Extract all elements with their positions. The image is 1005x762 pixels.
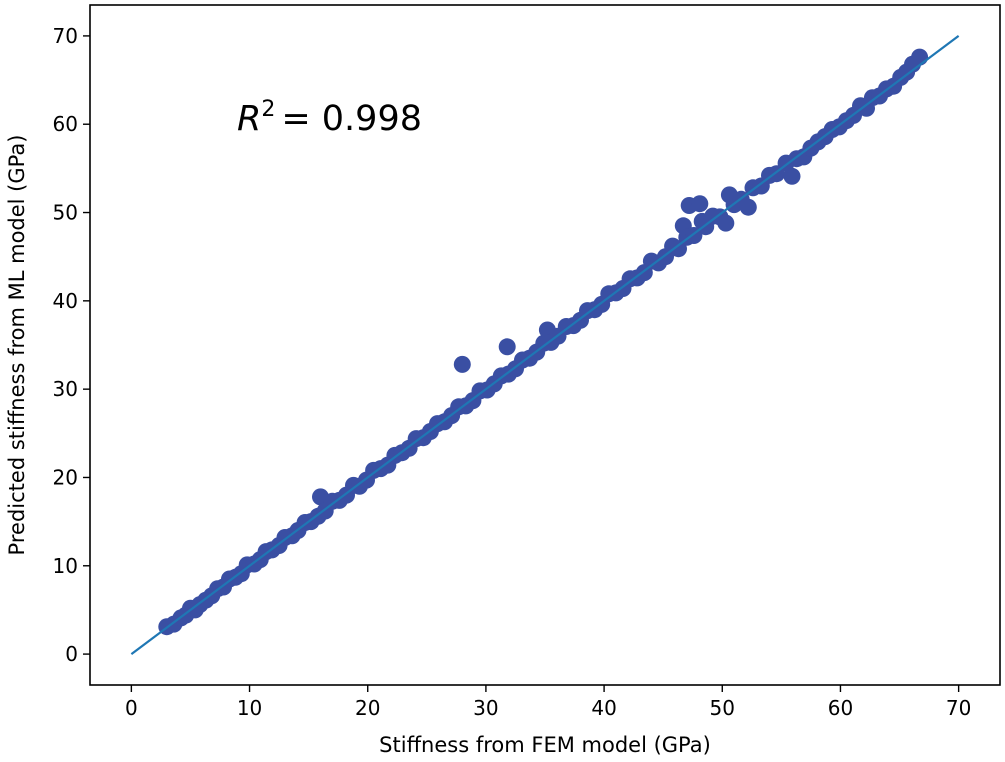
r-symbol: R xyxy=(237,99,261,139)
y-tick-label: 0 xyxy=(65,642,78,666)
reference-line-layer xyxy=(130,35,960,655)
x-tick-label: 50 xyxy=(710,696,735,720)
x-tick-label: 20 xyxy=(355,696,380,720)
x-tick-label: 10 xyxy=(237,696,262,720)
x-axis-label: Stiffness from FEM model (GPa) xyxy=(379,733,711,757)
x-tick-label: 40 xyxy=(591,696,616,720)
x-tick-label: 60 xyxy=(828,696,853,720)
x-tick-label: 0 xyxy=(125,696,138,720)
data-point xyxy=(717,214,735,232)
r-squared-exponent: 2 xyxy=(261,97,275,122)
r-squared-annotation: R2 = 0.998 xyxy=(237,97,422,139)
y-tick-label: 20 xyxy=(53,465,78,489)
plot-frame xyxy=(89,4,1001,686)
y-tick-label: 40 xyxy=(53,289,78,313)
y-tick-label: 10 xyxy=(53,554,78,578)
data-point xyxy=(453,355,471,373)
data-point xyxy=(691,195,709,213)
y-axis-label: Predicted stiffness from ML model (GPa) xyxy=(5,135,29,556)
x-tick-label: 70 xyxy=(946,696,971,720)
x-tick-label: 30 xyxy=(473,696,498,720)
reference-line xyxy=(130,35,960,655)
data-point xyxy=(911,48,929,66)
y-tick-label: 70 xyxy=(53,24,78,48)
y-tick-label: 60 xyxy=(53,112,78,136)
y-tick-label: 30 xyxy=(53,377,78,401)
data-point xyxy=(739,198,757,216)
y-tick-label: 50 xyxy=(53,201,78,225)
y-axis: 0 10 20 30 40 50 60 70 xyxy=(53,24,90,666)
x-axis: 0 10 20 30 40 50 60 70 xyxy=(125,685,971,720)
r-squared-value: = 0.998 xyxy=(281,99,422,139)
data-point xyxy=(783,167,801,185)
data-point xyxy=(498,338,516,356)
